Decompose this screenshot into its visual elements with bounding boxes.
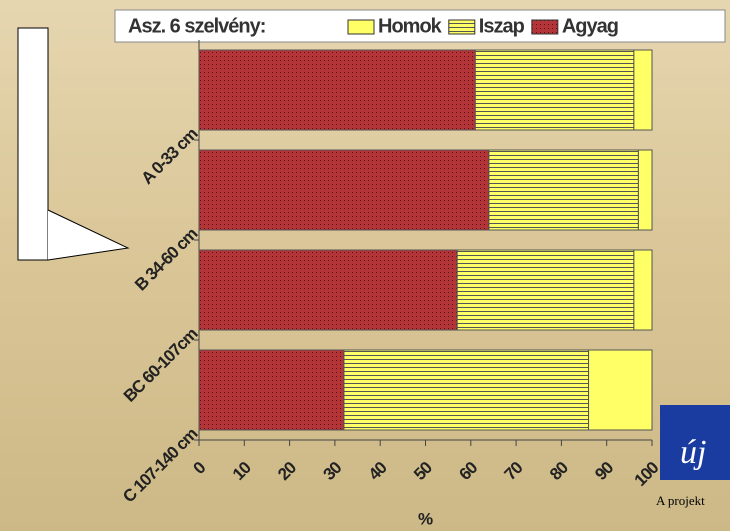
bar-segment	[588, 349, 653, 431]
bar-segment	[456, 249, 635, 331]
legend-label: Agyag	[562, 15, 618, 37]
bar-segment	[633, 249, 653, 331]
bar-segment	[198, 249, 458, 331]
bar-segment	[198, 349, 345, 431]
legend-swatch	[448, 19, 476, 35]
bar-segment	[198, 49, 476, 131]
bar-segment	[198, 149, 490, 231]
legend-box	[114, 9, 726, 43]
logo-text: új	[680, 434, 706, 471]
x-axis-label: %	[418, 509, 433, 528]
callout-box	[17, 27, 49, 261]
bar-segment	[637, 149, 653, 231]
logo-box	[660, 405, 730, 480]
footer-text: A projekt	[656, 493, 705, 508]
legend-swatch	[347, 19, 375, 35]
legend-label: Iszap	[479, 15, 525, 37]
callout-pointer	[47, 209, 130, 261]
chart-title: Asz. 6 szelvény:	[128, 15, 265, 37]
bar-segment	[488, 149, 639, 231]
bar-segment	[343, 349, 590, 431]
bar-segment	[633, 49, 653, 131]
legend-label: Homok	[378, 15, 443, 37]
bar-segment	[474, 49, 635, 131]
legend-swatch	[531, 19, 559, 35]
